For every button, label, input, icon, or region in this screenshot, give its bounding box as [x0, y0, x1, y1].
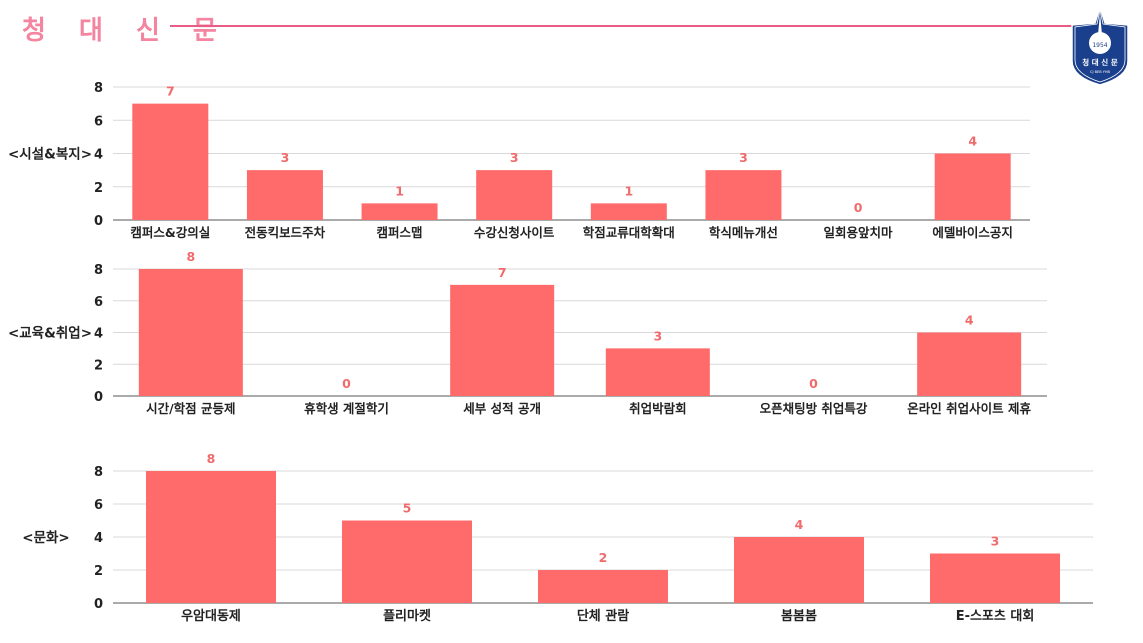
emblem-year: 1954 — [1092, 42, 1107, 49]
x-tick-label: 휴학생 계절학기 — [304, 401, 389, 416]
x-tick-label: 에델바이스공지 — [932, 225, 1013, 240]
x-tick-label: 온라인 취업사이트 제휴 — [907, 401, 1031, 416]
bar — [361, 203, 438, 220]
x-tick-label: 전동킥보드주차 — [245, 225, 326, 240]
emblem-sub: CJ BEB YHB — [1090, 70, 1110, 74]
bar — [342, 520, 472, 603]
emblem-name: 청 대 신 문 — [1082, 57, 1118, 67]
bar — [590, 203, 667, 220]
cheongju-newspaper-logo: 1954 청 대 신 문 CJ BEB YHB — [1071, 5, 1129, 86]
data-label: 3 — [281, 150, 290, 165]
data-label: 7 — [166, 84, 175, 99]
x-tick-label: 학점교류대학확대 — [583, 225, 675, 240]
data-label: 0 — [342, 376, 351, 391]
data-label: 4 — [968, 134, 977, 149]
x-tick-label: 우암대동제 — [181, 608, 241, 624]
x-tick-label: 시간/학점 균등제 — [146, 401, 235, 416]
data-label: 8 — [207, 451, 216, 466]
x-tick-label: 캠퍼스맵 — [377, 225, 423, 240]
y-tick-label: 4 — [94, 327, 103, 342]
y-tick-label: 4 — [94, 531, 103, 546]
data-label: 5 — [403, 501, 412, 516]
bar — [734, 537, 864, 603]
bar — [246, 170, 323, 220]
y-tick-label: 6 — [94, 295, 103, 310]
bar — [605, 348, 710, 396]
x-tick-label: 학식메뉴개선 — [709, 225, 778, 240]
y-tick-label: 8 — [94, 81, 103, 96]
bar — [132, 103, 209, 220]
bar — [476, 170, 553, 220]
data-label: 7 — [498, 265, 507, 280]
data-label: 3 — [653, 328, 662, 343]
data-label: 1 — [395, 183, 404, 198]
page-title: 청 대 신 문 — [22, 16, 229, 46]
data-label: 4 — [795, 517, 804, 532]
bar — [917, 332, 1022, 396]
data-label: 1 — [624, 183, 633, 198]
bar — [146, 471, 276, 603]
y-tick-label: 2 — [94, 358, 103, 373]
bar — [930, 553, 1060, 603]
y-tick-label: 8 — [94, 465, 103, 480]
y-tick-label: 4 — [94, 148, 103, 163]
x-tick-label: 플리마켓 — [383, 608, 431, 624]
x-tick-label: 단체 관람 — [577, 608, 629, 624]
y-tick-label: 6 — [94, 498, 103, 513]
x-tick-label: 취업박람회 — [629, 401, 687, 416]
x-tick-label: E-스포츠 대회 — [956, 608, 1035, 624]
x-tick-label: 수강신청사이트 — [474, 225, 555, 240]
data-label: 2 — [599, 550, 608, 565]
y-tick-label: 0 — [94, 390, 103, 405]
x-tick-label: 캠퍼스&강의실 — [130, 225, 210, 240]
data-label: 0 — [854, 200, 863, 215]
bar — [138, 269, 243, 396]
x-tick-label: 오픈채팅방 취업특강 — [760, 401, 868, 416]
y-axis-label: <시설&복지> — [8, 147, 92, 163]
data-label: 0 — [809, 376, 818, 391]
bar — [705, 170, 782, 220]
y-tick-label: 2 — [94, 564, 103, 579]
data-label: 8 — [186, 249, 195, 264]
data-label: 4 — [965, 313, 974, 328]
y-tick-label: 8 — [94, 263, 103, 278]
x-tick-label: 봄봄봄 — [781, 609, 817, 624]
y-axis-label: <문화> — [22, 530, 69, 546]
data-label: 3 — [991, 534, 1000, 549]
bar — [538, 570, 668, 603]
bar — [934, 153, 1011, 220]
y-axis-label: <교육&취업> — [8, 326, 92, 342]
x-tick-label: 일회용앞치마 — [824, 225, 894, 240]
x-tick-label: 세부 성적 공개 — [463, 401, 541, 416]
y-tick-label: 0 — [94, 597, 103, 612]
y-tick-label: 0 — [94, 214, 103, 229]
data-label: 3 — [510, 150, 519, 165]
header-rule — [170, 25, 1075, 27]
data-label: 3 — [739, 150, 748, 165]
y-tick-label: 6 — [94, 114, 103, 129]
y-tick-label: 2 — [94, 181, 103, 196]
bar — [450, 284, 555, 396]
